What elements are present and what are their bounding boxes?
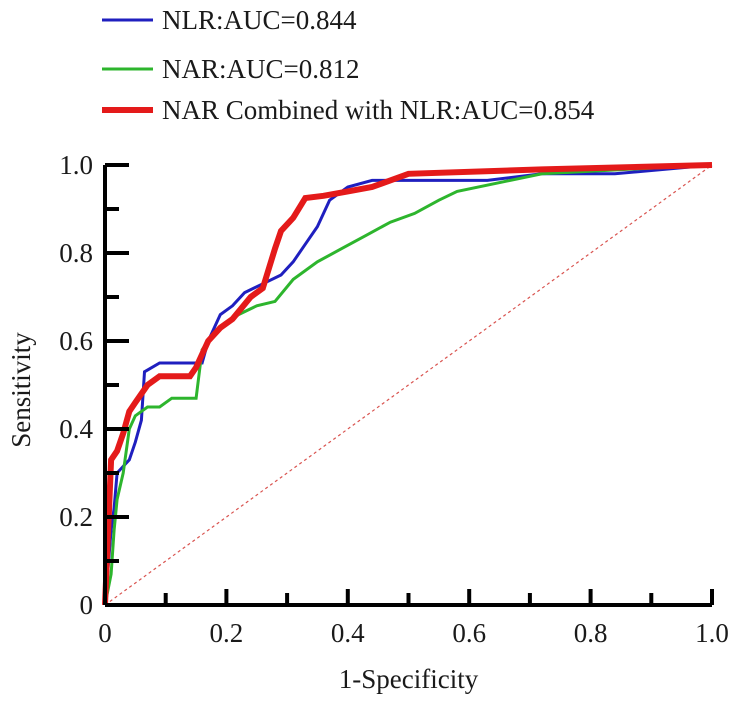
x-tick-label: 0.8 bbox=[574, 618, 608, 648]
x-tick-label: 0.4 bbox=[331, 618, 365, 648]
y-tick-label: 0.2 bbox=[59, 502, 93, 532]
series-line-1 bbox=[103, 163, 713, 606]
y-axis-title: Sensitivity bbox=[6, 332, 36, 448]
y-tick-label: 1.0 bbox=[59, 150, 93, 180]
y-tick-label: 0.6 bbox=[59, 326, 93, 356]
reference-diagonal bbox=[104, 164, 713, 606]
y-tick-label: 0 bbox=[80, 590, 94, 620]
legend-label: NAR:AUC=0.812 bbox=[162, 54, 360, 84]
legend-label: NAR Combined with NLR:AUC=0.854 bbox=[162, 95, 595, 125]
series-layer bbox=[102, 162, 713, 606]
x-tick-label: 0 bbox=[98, 618, 112, 648]
axes: 0 0.2 0.4 0.6 0.8 1.0 0 0.2 0.4 0.6 0.8 1.0 bbox=[59, 150, 729, 648]
y-tick-label: 0.4 bbox=[59, 414, 93, 444]
x-tick-label: 0.6 bbox=[452, 618, 486, 648]
x-tick-label: 0.2 bbox=[210, 618, 244, 648]
series-line-3 bbox=[102, 162, 713, 606]
reference-line bbox=[104, 164, 713, 606]
y-tick-label: 0.8 bbox=[59, 238, 93, 268]
x-tick-label: 1.0 bbox=[695, 618, 729, 648]
legend: NLR:AUC=0.844 NAR:AUC=0.812 NAR Combined w… bbox=[102, 5, 595, 125]
legend-label: NLR:AUC=0.844 bbox=[162, 5, 357, 35]
x-axis-title: 1-Specificity bbox=[339, 664, 479, 694]
